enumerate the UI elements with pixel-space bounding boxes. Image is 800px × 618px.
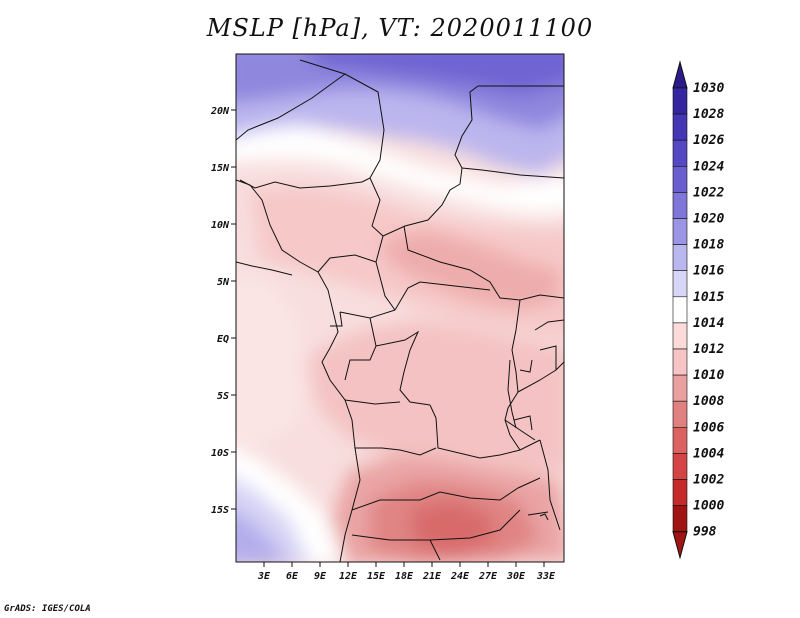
colorbar-segment <box>672 479 688 506</box>
colorbar-top-arrow <box>672 60 688 89</box>
lon-label: 30E <box>506 571 526 582</box>
lat-label: 15N <box>211 163 230 174</box>
lat-label: 5S <box>217 391 229 402</box>
pressure-field <box>236 54 564 562</box>
lon-label: 9E <box>314 571 327 582</box>
lat-label: EQ <box>217 334 229 345</box>
lat-label: 10S <box>211 448 229 459</box>
lon-label: 12E <box>339 571 358 582</box>
colorbar-segment <box>672 453 688 480</box>
colorbar-label: 1006 <box>693 420 724 435</box>
colorbar-segment <box>672 218 688 245</box>
lat-label: 20N <box>210 106 230 117</box>
colorbar-label: 1018 <box>693 238 724 253</box>
colorbar-segment <box>672 139 688 167</box>
colorbar-label: 1002 <box>693 473 724 488</box>
colorbar-segment <box>672 426 688 454</box>
colorbar: 1030 1028 1026 1024 1022 1020 1018 1016 1015 1014… <box>672 60 724 560</box>
colorbar-segment <box>672 400 688 428</box>
colorbar-label: 1000 <box>693 499 724 514</box>
latitude-labels: 20N 15N 10N 5N EQ 5S 10S 15S <box>210 106 230 516</box>
colorbar-label: 1022 <box>693 185 724 200</box>
lat-label: 10N <box>211 220 230 231</box>
map-title: MSLP [hPa], VT: 2020011100 <box>206 14 594 42</box>
colorbar-segment <box>672 87 688 115</box>
colorbar-label: 1010 <box>693 368 724 383</box>
colorbar-label: 1020 <box>693 212 724 227</box>
colorbar-segment <box>672 296 688 324</box>
colorbar-label: 1028 <box>693 107 724 122</box>
colorbar-segment <box>672 113 688 141</box>
colorbar-segment <box>672 505 688 533</box>
colorbar-segment <box>672 244 688 272</box>
colorbar-segment <box>672 348 688 376</box>
lon-label: 27E <box>478 571 498 582</box>
lon-label: 6E <box>286 571 299 582</box>
colorbar-label: 998 <box>693 525 717 540</box>
colorbar-label: 1026 <box>693 133 724 148</box>
colorbar-label: 1024 <box>693 159 724 174</box>
colorbar-segment <box>672 270 688 298</box>
country-borders <box>236 59 564 562</box>
lon-label: 33E <box>536 571 556 582</box>
lon-label: 21E <box>422 571 442 582</box>
longitude-labels: 3E 6E 9E 12E 15E 18E 21E 24E 27E 30E 33E <box>257 571 556 582</box>
colorbar-label: 1012 <box>693 342 724 357</box>
colorbar-segment <box>672 374 688 402</box>
lon-label: 15E <box>367 571 386 582</box>
colorbar-bottom-arrow <box>672 531 688 560</box>
lon-label: 3E <box>257 571 271 582</box>
colorbar-label: 1008 <box>693 394 724 409</box>
colorbar-label: 1014 <box>693 316 724 331</box>
colorbar-segment <box>672 322 688 350</box>
lat-label: 15S <box>211 505 229 516</box>
lon-label: 18E <box>395 571 414 582</box>
grads-credit: GrADS: IGES/COLA <box>4 604 91 614</box>
colorbar-label: 1016 <box>693 264 724 279</box>
colorbar-label: 1030 <box>693 81 724 96</box>
colorbar-label: 1015 <box>693 290 724 305</box>
lon-label: 24E <box>450 571 470 582</box>
colorbar-segment <box>672 192 688 219</box>
map-frame <box>231 53 565 567</box>
colorbar-segment <box>672 166 688 193</box>
lat-label: 5N <box>217 277 230 288</box>
colorbar-label: 1004 <box>693 446 724 461</box>
